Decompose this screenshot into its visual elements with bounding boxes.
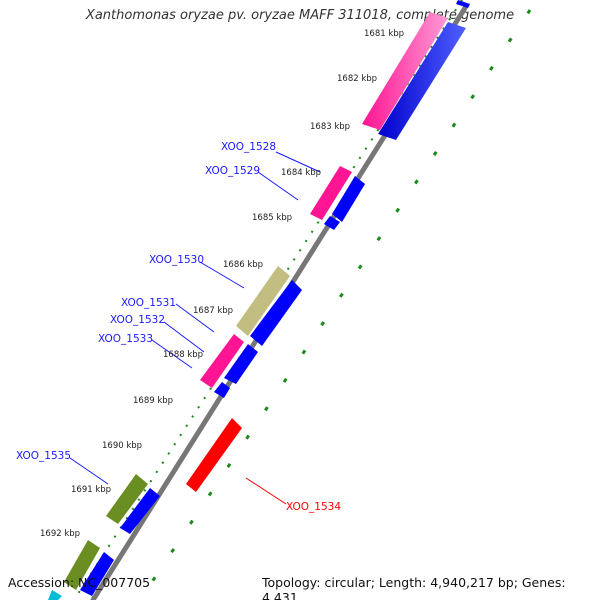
gene-xoo1534-red <box>186 418 242 492</box>
gene-xoo1535-blue <box>120 488 160 534</box>
tick-label: 1682 kbp <box>337 74 377 84</box>
gene-xoo1535-olive <box>106 474 148 524</box>
tick-label: 1689 kbp <box>133 396 173 406</box>
tick-label: 1684 kbp <box>281 168 321 178</box>
gene-label-xoo1533[interactable]: XOO_1533 <box>98 333 153 345</box>
gene-top-pink <box>362 12 448 130</box>
gene-xoo1529-pink <box>310 166 352 220</box>
gene-label-xoo1531[interactable]: XOO_1531 <box>121 297 176 309</box>
map-title: Xanthomonas oryzae pv. oryzae MAFF 31101… <box>85 8 515 23</box>
accession-text: Accession: NC_007705 <box>8 575 151 590</box>
label-leader-xoo1534 <box>245 477 287 505</box>
gene-xoo1530-blue <box>250 280 302 346</box>
gene-label-xoo1528[interactable]: XOO_1528 <box>221 141 276 153</box>
gene-xoo1532-pink <box>200 334 244 388</box>
tick-label: 1683 kbp <box>310 122 350 132</box>
gene-small-blue-1 <box>324 216 340 230</box>
gene-xoo1530-khaki <box>236 266 290 336</box>
tick-label: 1685 kbp <box>252 213 292 223</box>
tick-label: 1686 kbp <box>223 260 263 270</box>
gene-label-xoo1535[interactable]: XOO_1535 <box>16 450 71 462</box>
tick-label: 1687 kbp <box>193 306 233 316</box>
gene-bottom-blue <box>80 552 114 596</box>
tick-label: 1691 kbp <box>71 485 111 495</box>
gene-label-xoo1534[interactable]: XOO_1534 <box>286 501 341 513</box>
gene-xoo1528-blue <box>332 176 365 222</box>
gene-small-blue-2 <box>214 382 230 398</box>
tick-label: 1690 kbp <box>102 441 142 451</box>
tick-label: 1688 kbp <box>163 350 203 360</box>
outer-dotted-track <box>73 0 463 600</box>
gene-bottom-olive <box>64 540 100 590</box>
gene-label-xoo1532[interactable]: XOO_1532 <box>110 314 165 326</box>
gene-xoo1531-blue <box>224 344 258 384</box>
gene-bottom-cyan <box>48 590 62 600</box>
gene-top-small-blue <box>456 0 470 8</box>
tick-label: 1681 kbp <box>364 29 404 39</box>
gene-bottom-white <box>62 592 74 600</box>
gene-label-xoo1529[interactable]: XOO_1529 <box>205 165 260 177</box>
gene-top-blue <box>378 22 466 140</box>
gene-label-xoo1530[interactable]: XOO_1530 <box>149 254 204 266</box>
label-leaders <box>69 151 321 485</box>
summary-text: Topology: circular; Length: 4,940,217 bp… <box>262 575 566 600</box>
tick-label: 1692 kbp <box>40 529 80 539</box>
